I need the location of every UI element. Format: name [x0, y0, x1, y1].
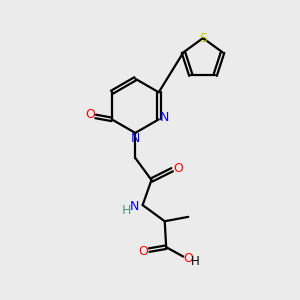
- Text: H: H: [191, 255, 200, 268]
- Text: O: O: [138, 245, 148, 258]
- Text: N: N: [130, 132, 140, 145]
- Text: O: O: [184, 252, 194, 265]
- Text: N: N: [159, 111, 169, 124]
- Text: O: O: [85, 109, 95, 122]
- Text: O: O: [173, 162, 183, 175]
- Text: H: H: [122, 204, 131, 217]
- Text: N: N: [130, 200, 139, 213]
- Text: S: S: [199, 32, 207, 45]
